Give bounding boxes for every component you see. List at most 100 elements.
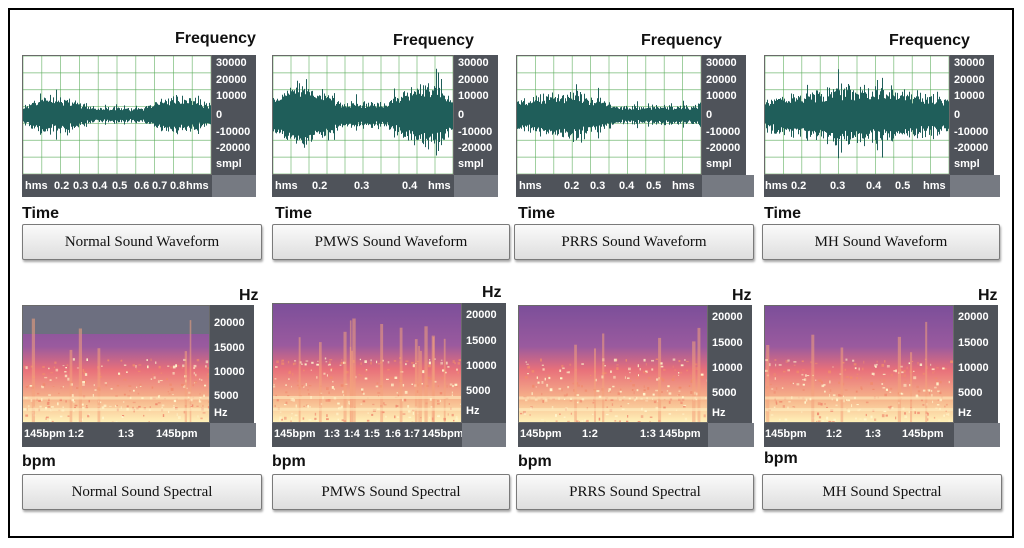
- waveform-frequency-title-mh: Frequency: [889, 32, 970, 49]
- spectral-speck: [139, 385, 142, 387]
- spectral-speck: [305, 383, 307, 387]
- spectral-speck: [821, 381, 823, 384]
- prrs-sound-waveform-button[interactable]: PRRS Sound Waveform: [514, 224, 754, 260]
- spectral-speck: [192, 384, 194, 387]
- spectral-speck: [895, 416, 897, 420]
- spectral-speck: [340, 405, 343, 409]
- spectral-speck: [836, 398, 839, 402]
- spectral-speck: [82, 407, 85, 409]
- spectral-speck: [889, 387, 893, 390]
- spectral-speck: [300, 421, 303, 422]
- spectral-speck: [395, 405, 399, 407]
- waveform-trace: [23, 89, 211, 140]
- pmws-sound-spectral-button[interactable]: PMWS Sound Spectral: [272, 474, 510, 510]
- spectral-speck: [852, 359, 855, 362]
- spectral-speck: [555, 414, 557, 417]
- spectral-speck: [778, 364, 782, 366]
- mh-sound-waveform-button[interactable]: MH Sound Waveform: [762, 224, 1000, 260]
- spectral-speck: [569, 400, 573, 402]
- spectral-speck: [933, 371, 936, 373]
- spectral-speck: [167, 365, 170, 367]
- y-tick: 20000: [214, 317, 245, 329]
- x-tick: hms: [923, 180, 946, 192]
- spectral-speck: [568, 371, 570, 374]
- spectral-speck: [663, 368, 666, 371]
- spectral-speck: [534, 399, 538, 401]
- normal-sound-spectral-button[interactable]: Normal Sound Spectral: [22, 474, 262, 510]
- mh-sound-spectral-button[interactable]: MH Sound Spectral: [762, 474, 1002, 510]
- spectral-speck: [455, 418, 459, 421]
- spectral-speck: [303, 369, 305, 372]
- y-tick: 15000: [712, 337, 743, 349]
- spectral-speck: [288, 371, 291, 374]
- spectral-speck: [680, 364, 684, 367]
- spectral-speck: [613, 358, 617, 362]
- spectral-speck: [773, 373, 776, 377]
- spectral-speck: [81, 403, 84, 406]
- spectral-speck: [77, 420, 80, 422]
- spectral-speck: [150, 358, 152, 362]
- spectral-speck: [407, 405, 410, 408]
- spectral-speck: [796, 383, 800, 386]
- spectral-speck: [904, 412, 906, 415]
- spectral-speck: [303, 385, 305, 388]
- x-tick: hms: [765, 180, 788, 192]
- spectral-speck: [804, 401, 806, 404]
- x-tick: 0.4: [866, 180, 882, 192]
- spectral-speck: [316, 420, 318, 422]
- spectral-speck: [200, 379, 203, 381]
- spectral-speck: [93, 384, 95, 387]
- spectral-speck: [273, 386, 276, 388]
- pmws-sound-waveform-button[interactable]: PMWS Sound Waveform: [272, 224, 510, 260]
- spectral-speck: [42, 366, 45, 368]
- spectral-speck: [802, 379, 805, 381]
- spectral-speck: [207, 406, 209, 409]
- normal-sound-waveform-button[interactable]: Normal Sound Waveform: [22, 224, 262, 260]
- spectral-speck: [305, 360, 309, 362]
- spectral-speck: [200, 417, 203, 420]
- spectral-speck: [542, 368, 545, 371]
- y-tick: 30000: [706, 57, 737, 69]
- spectral-speck: [661, 391, 663, 393]
- spectral-speck: [25, 366, 28, 370]
- spectral-speck: [411, 362, 414, 364]
- spectral-speck: [618, 399, 622, 401]
- spectral-speck: [74, 404, 78, 407]
- y-tick: -10000: [954, 126, 989, 138]
- spectral-speck: [48, 394, 51, 396]
- spectral-speck: [537, 381, 540, 384]
- spectral-speck: [60, 387, 63, 389]
- spectral-speck: [829, 380, 831, 384]
- spectral-speck: [645, 363, 647, 366]
- spectral-speck: [291, 412, 294, 415]
- spectral-speck: [774, 359, 777, 361]
- spectrogram-normal: [22, 305, 210, 423]
- spectral-speck: [135, 366, 137, 370]
- spectral-speck: [38, 400, 41, 402]
- spectral-speck: [394, 376, 398, 379]
- spectral-speck: [936, 382, 939, 386]
- spectral-speck: [342, 390, 344, 394]
- spectral-speck: [47, 401, 50, 404]
- spectral-speck: [570, 412, 572, 415]
- spectral-speck: [871, 372, 874, 375]
- y-unit: Hz: [466, 405, 480, 417]
- spectral-burst: [189, 320, 192, 422]
- spectral-speck: [701, 375, 704, 379]
- spectral-speck: [25, 386, 28, 388]
- spectral-speck: [456, 368, 458, 371]
- spectral-speck: [774, 377, 776, 380]
- spectral-speck: [361, 390, 363, 393]
- spectral-speck: [655, 358, 658, 360]
- waveform-panel-normal: 30000 20000 10000 0 -10000 -20000 smpl h…: [22, 55, 256, 197]
- x-tick: 0.2: [54, 180, 70, 192]
- spectral-speck: [802, 389, 805, 391]
- spectral-speck: [822, 420, 824, 422]
- prrs-sound-spectral-button[interactable]: PRRS Sound Spectral: [516, 474, 754, 510]
- spectral-speck: [903, 369, 906, 373]
- spectral-speck: [662, 378, 665, 382]
- spectral-speck: [824, 403, 826, 405]
- spectral-speck: [364, 360, 367, 363]
- spectral-speck: [801, 411, 803, 413]
- waveform-frequency-title-pmws: Frequency: [393, 32, 474, 49]
